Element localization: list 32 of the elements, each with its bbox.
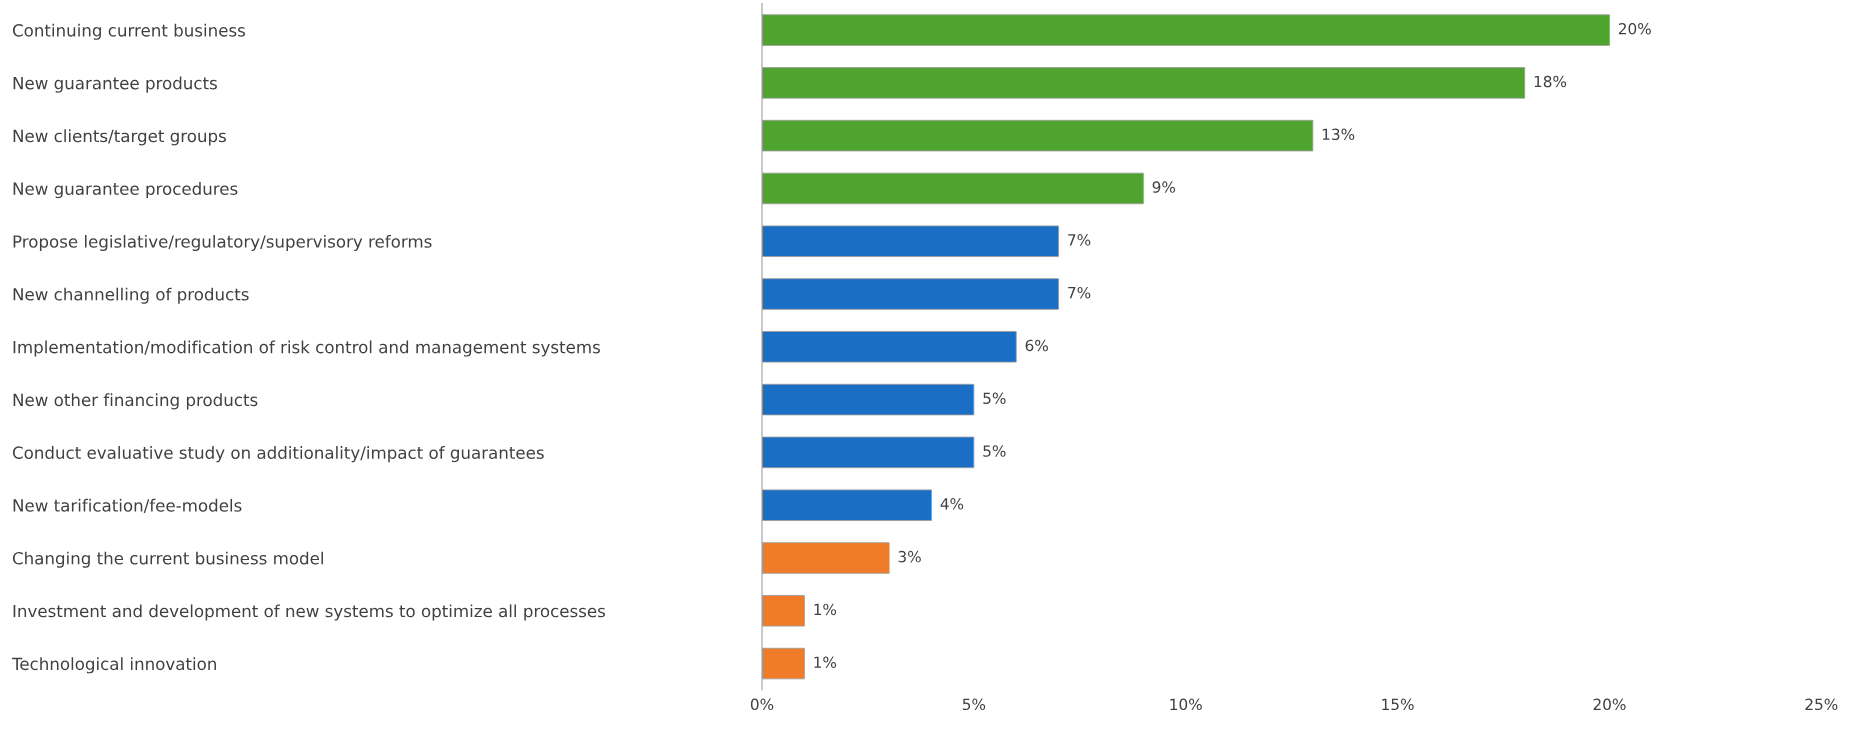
data-label: 6%: [1025, 339, 1048, 352]
data-label: 7%: [1068, 234, 1091, 246]
y-tick-label: Continuing current business: [12, 23, 245, 40]
data-label: 5%: [983, 392, 1006, 405]
data-label: 18%: [1534, 75, 1567, 88]
y-tick-label: Changing the current business model: [12, 551, 323, 568]
data-label: 5%: [983, 445, 1006, 457]
data-label: 20%: [1618, 22, 1651, 35]
x-tick-label: 25%: [1805, 698, 1838, 711]
data-label: 13%: [1322, 128, 1355, 141]
y-tick-label: New clients/target groups: [13, 129, 226, 146]
y-tick-label: New tarification/fee-models: [13, 498, 242, 514]
y-tick-label: New guarantee products: [13, 76, 217, 93]
y-tick-label: Investment and development of new systems to optimize all processes: [13, 604, 606, 621]
y-tick-label: New guarantee procedures: [13, 182, 238, 199]
y-tick-label: New other financing products: [13, 393, 258, 410]
data-label: 9%: [1152, 181, 1176, 193]
data-label: 1%: [814, 603, 837, 616]
y-tick-label: Propose legislative/regulatory/supervisory reforms: [13, 234, 432, 252]
data-label: 3%: [898, 550, 921, 563]
data-label: 1%: [814, 656, 837, 668]
y-tick-label: Conduct evaluative study on additionality/impact of guarantees: [12, 446, 544, 463]
x-tick-label: 15%: [1382, 698, 1414, 711]
x-tick-label: 20%: [1593, 698, 1626, 711]
x-tick-label: 5%: [962, 698, 986, 711]
y-tick-label: Implementation/modification of risk control and management systems: [13, 340, 600, 357]
data-label: 4%: [940, 498, 964, 510]
y-tick-label: New channelling of products: [13, 287, 249, 304]
x-tick-label: 0%: [750, 698, 774, 711]
data-label: 7%: [1068, 286, 1091, 299]
x-tick-label: 10%: [1170, 698, 1202, 711]
y-tick-label: Technological innovation: [11, 657, 216, 674]
